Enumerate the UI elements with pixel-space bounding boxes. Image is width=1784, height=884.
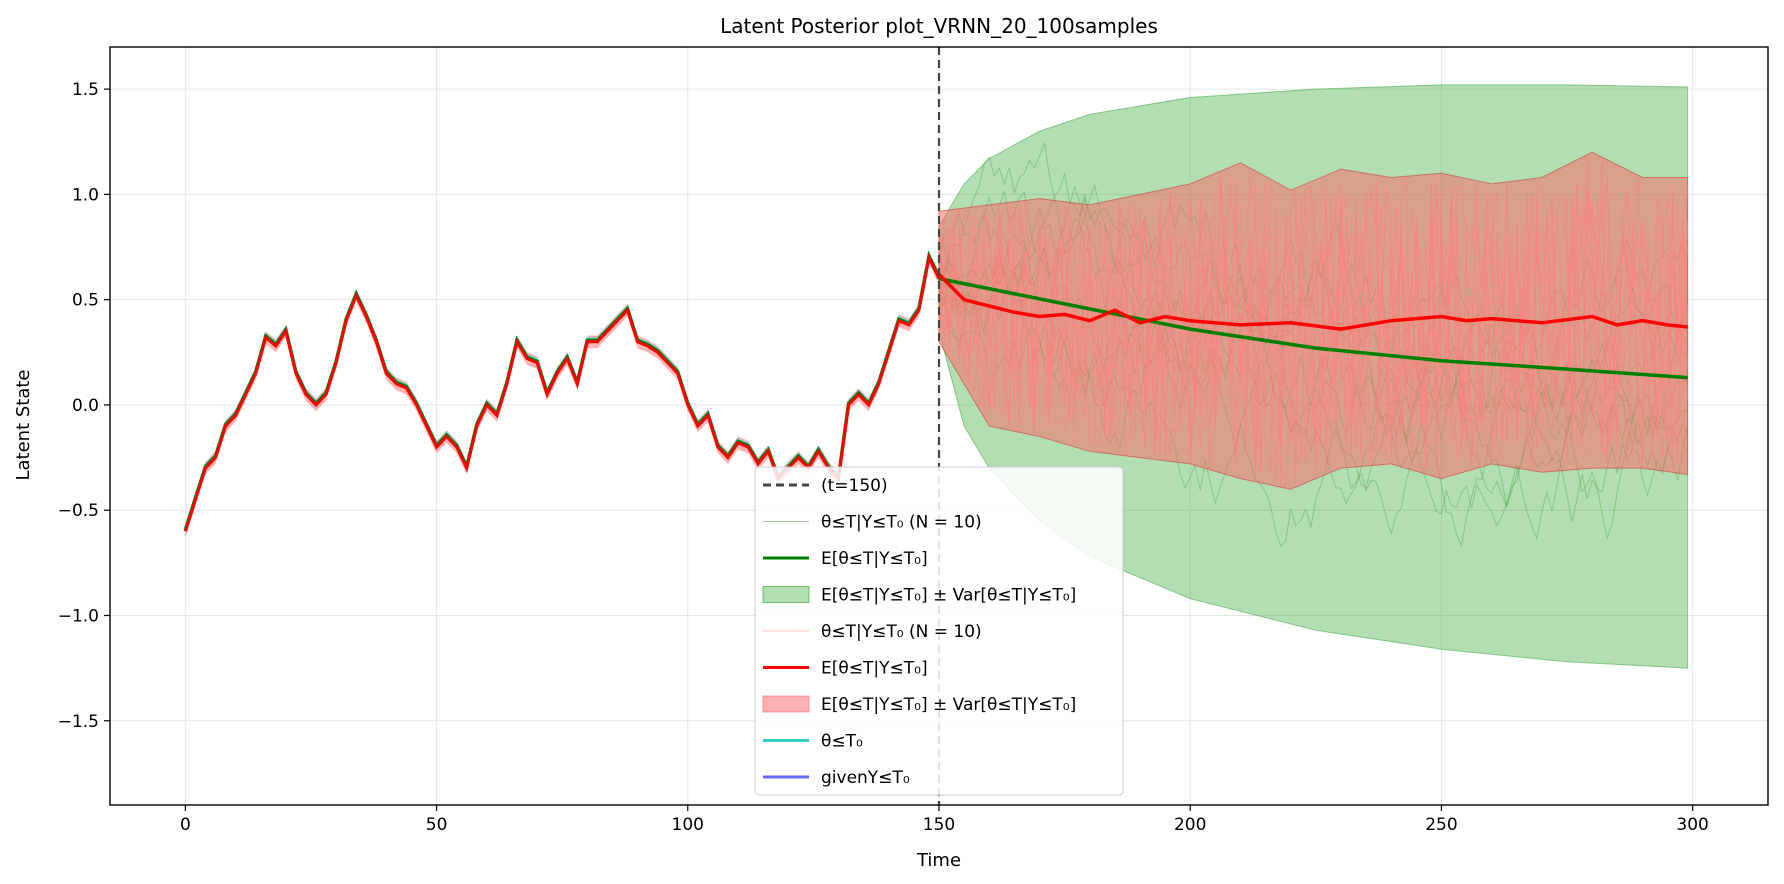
legend-label: E[θ≤T|Y≤T₀] (821, 549, 928, 569)
x-tick-label: 150 (923, 815, 955, 835)
x-axis-label: Time (916, 850, 961, 871)
x-tick-label: 200 (1174, 815, 1206, 835)
history-red-mean-line (183, 252, 941, 532)
legend: (t=150) θ≤T|Y≤T₀ (N = 10) E[θ≤T|Y≤T₀] E[θ≤T… (754, 466, 1124, 796)
plot-area (183, 47, 1689, 805)
y-tick-label: −1.0 (58, 607, 99, 627)
legend-swatch-band (762, 586, 810, 603)
y-tick-label: 0.5 (72, 291, 99, 311)
red-sample-path (938, 180, 1689, 488)
y-tick-label: 0.0 (72, 396, 99, 416)
legend-label: (t=150) (821, 476, 888, 496)
red-sample-path (938, 177, 1689, 478)
red-mean-line (937, 273, 1688, 331)
y-tick-label: −1.5 (58, 712, 99, 732)
legend-label: θ≤T|Y≤T₀ (N = 10) (821, 513, 982, 533)
x-tick-label: 250 (1425, 815, 1457, 835)
x-tick-label: 0 (180, 815, 191, 835)
legend-label: θ≤T|Y≤T₀ (N = 10) (821, 622, 982, 642)
y-axis-label: Latent State (13, 369, 34, 480)
x-tick-label: 50 (426, 815, 448, 835)
red-sample-path (938, 178, 1689, 471)
y-tick-label: 1.0 (72, 185, 99, 205)
chart-title: Latent Posterior plot_VRNN_20_100samples (720, 14, 1158, 38)
legend-swatch-band (762, 695, 810, 713)
legend-label: givenY≤T₀ (821, 768, 910, 788)
y-tick-label: 1.5 (72, 80, 99, 100)
axis-ticks: 0 50 100 150 200 250 300 −1.5 −1.0 −0.5 0.0 0.5 1.0 1… (58, 80, 1709, 835)
x-tick-label: 100 (672, 815, 704, 835)
legend-label: E[θ≤T|Y≤T₀] ± Var[θ≤T|Y≤T₀] (821, 586, 1076, 606)
legend-label: E[θ≤T|Y≤T₀] ± Var[θ≤T|Y≤T₀] (821, 695, 1076, 715)
x-tick-label: 300 (1676, 815, 1708, 835)
green-mean-line (938, 276, 1688, 380)
y-tick-label: −0.5 (58, 501, 99, 521)
legend-label: E[θ≤T|Y≤T₀] (821, 659, 928, 679)
legend-box (754, 466, 1124, 796)
legend-label: θ≤T₀ (821, 732, 863, 752)
